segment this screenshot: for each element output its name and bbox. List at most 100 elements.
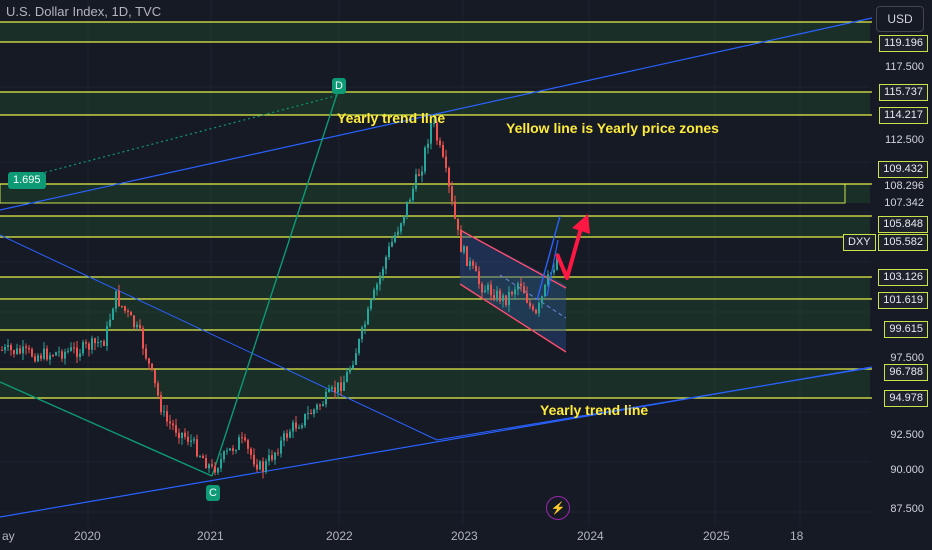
price-candle — [217, 468, 219, 473]
price-candle — [265, 461, 267, 472]
price-candle — [280, 440, 282, 454]
price-candle — [379, 275, 381, 285]
price-candle — [427, 143, 429, 148]
price-candle — [334, 387, 336, 393]
price-candle — [193, 439, 195, 441]
price-candle — [244, 437, 246, 441]
price-candle — [232, 448, 234, 451]
price-candle — [397, 231, 399, 235]
price-candle — [19, 348, 21, 354]
abcd-leg-bc — [0, 381, 213, 477]
price-candle — [463, 246, 465, 253]
price-candle — [457, 218, 459, 230]
price-candle — [10, 345, 12, 351]
price-candle — [250, 448, 252, 455]
price-candle — [91, 338, 93, 350]
price-zone — [0, 300, 870, 330]
price-candle — [121, 306, 123, 308]
price-label-97: 97.500 — [890, 352, 924, 364]
price-candle — [256, 464, 258, 470]
time-label-ay: ay — [2, 529, 15, 543]
price-candle — [73, 347, 75, 349]
price-candle — [247, 440, 249, 449]
price-candle — [112, 308, 114, 320]
price-zone — [0, 369, 870, 398]
price-candle — [163, 411, 165, 413]
symbol-tag: DXY — [843, 234, 876, 251]
price-candle — [301, 425, 303, 428]
price-label-96: 96.788 — [884, 364, 928, 381]
price-candle — [313, 409, 315, 415]
price-candle — [49, 355, 51, 360]
price-candle — [64, 351, 66, 359]
descending-line — [0, 234, 438, 441]
price-candle — [532, 306, 534, 310]
price-label-94: 94.978 — [884, 390, 928, 407]
price-candle — [46, 348, 48, 360]
price-candle — [394, 234, 396, 242]
currency-button[interactable]: USD — [876, 6, 924, 32]
price-candle — [70, 347, 72, 351]
time-label-2022: 2022 — [326, 529, 353, 543]
price-candle — [382, 268, 384, 276]
price-candle — [421, 171, 423, 176]
price-zone — [0, 277, 870, 299]
point-d-marker[interactable]: D — [332, 78, 346, 94]
price-candle — [538, 303, 540, 314]
price-candle — [514, 289, 516, 295]
price-candle — [328, 389, 330, 393]
price-zone — [0, 22, 870, 42]
price-candle — [130, 312, 132, 316]
price-candle — [370, 299, 372, 309]
point-c-marker[interactable]: C — [206, 485, 220, 501]
ratio-badge[interactable]: 1.695 — [8, 172, 46, 189]
price-label-119: 119.196 — [879, 35, 928, 52]
price-candle — [511, 292, 513, 295]
price-candle — [364, 324, 366, 328]
time-label-18: 18 — [790, 529, 804, 543]
price-candle — [7, 345, 9, 348]
price-candle — [205, 458, 207, 469]
price-label-90: 90.000 — [890, 464, 924, 476]
price-label-108: 108.296 — [884, 180, 924, 192]
price-candle — [547, 274, 549, 285]
price-label-101: 101.619 — [878, 292, 928, 309]
price-label-105-8: 105.848 — [878, 216, 928, 233]
price-candle — [337, 382, 339, 393]
price-candle — [109, 319, 111, 327]
price-candle — [133, 315, 135, 328]
price-candle — [304, 413, 306, 426]
price-label-112: 112.500 — [885, 134, 924, 146]
price-candle — [259, 461, 261, 470]
price-candle — [523, 286, 525, 294]
price-candle — [325, 392, 327, 405]
price-candle — [253, 454, 255, 465]
price-candle — [226, 450, 228, 452]
price-candle — [76, 347, 78, 357]
price-candle — [343, 381, 345, 391]
time-label-2023: 2023 — [451, 529, 478, 543]
price-zone — [0, 92, 870, 115]
lightning-icon[interactable]: ⚡ — [546, 496, 570, 520]
price-candle — [220, 459, 222, 469]
price-candle — [487, 284, 489, 291]
price-candle — [79, 353, 81, 357]
price-candle — [295, 422, 297, 429]
price-candle — [37, 355, 39, 362]
price-candle — [529, 302, 531, 307]
price-candle — [16, 348, 18, 354]
price-candle — [118, 290, 120, 307]
price-candle — [274, 452, 276, 460]
price-candle — [187, 436, 189, 442]
price-label-115: 115.737 — [879, 84, 928, 101]
price-candle — [556, 257, 558, 270]
price-candle — [241, 437, 243, 439]
price-label-117: 117.500 — [885, 61, 924, 73]
price-candle — [106, 326, 108, 346]
price-candle — [412, 188, 414, 200]
price-candle — [490, 284, 492, 296]
price-candle — [13, 350, 15, 354]
yearly-trend-label-bottom: Yearly trend line — [540, 402, 649, 418]
price-candle — [145, 348, 147, 359]
